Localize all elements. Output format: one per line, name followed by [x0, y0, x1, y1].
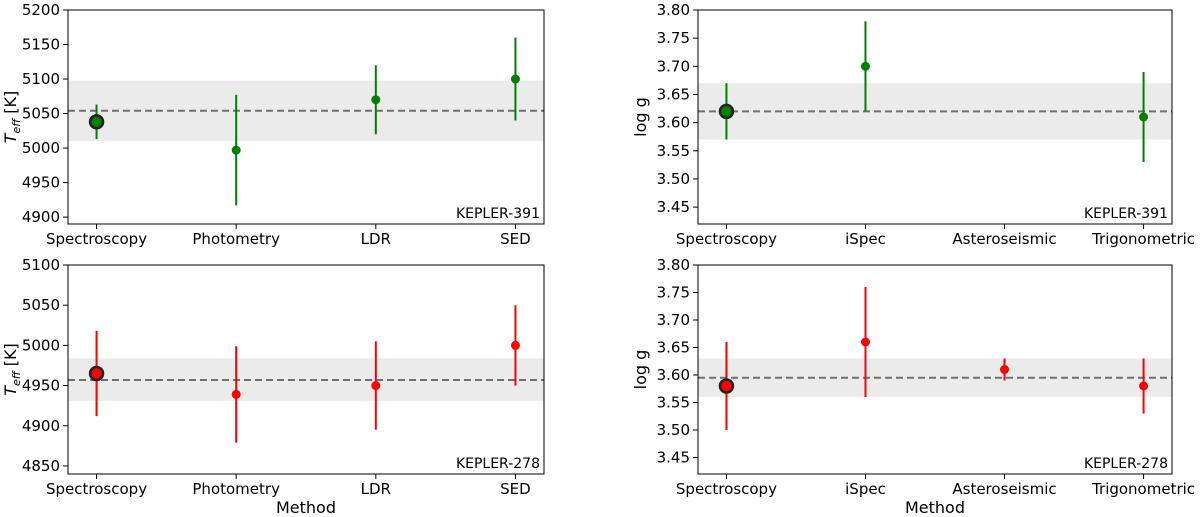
y-axis-label: Teff [K]	[1, 343, 23, 396]
data-point-trigonometric	[1139, 112, 1149, 122]
y-tick-label: 3.45	[657, 449, 690, 467]
y-tick-label: 3.60	[657, 114, 690, 132]
x-tick-label-trigonometric: Trigonometric	[1091, 230, 1195, 248]
data-point-spectroscopy	[718, 378, 735, 394]
y-tick-label: 3.80	[657, 1, 690, 19]
axes-frame	[67, 9, 545, 225]
x-tick-label-photometry: Photometry	[192, 480, 280, 498]
data-point-ispec	[860, 61, 870, 71]
y-tick-label: 3.65	[657, 85, 690, 103]
data-point-asteroseismic	[1000, 365, 1010, 374]
x-tick-label-spectroscopy: Spectroscopy	[46, 230, 147, 248]
x-axis-label: Method	[276, 498, 336, 517]
x-tick-label-asteroseismic: Asteroseismic	[952, 480, 1056, 498]
y-tick-label: 5100	[22, 256, 60, 274]
y-tick-label: 4900	[22, 208, 60, 226]
y-tick-label: 5050	[22, 105, 60, 123]
y-tick-label: 3.50	[657, 170, 690, 188]
y-axis-label: Teff [K]	[1, 91, 23, 144]
y-tick-label: 3.45	[657, 198, 690, 216]
x-tick-label-ldr: LDR	[361, 230, 391, 248]
y-axis-label-unit: [K]	[1, 91, 20, 119]
data-point-ldr	[371, 95, 381, 105]
data-point-ldr	[371, 381, 381, 391]
x-tick-label-spectroscopy: Spectroscopy	[676, 230, 777, 248]
data-point-photometry	[231, 389, 241, 399]
y-axis-label-symbol: T	[1, 385, 20, 396]
x-tick-label-sed: SED	[500, 230, 531, 248]
x-tick-label-trigonometric: Trigonometric	[1091, 480, 1195, 498]
x-tick-label-spectroscopy: Spectroscopy	[676, 480, 777, 498]
panel-top-right: 3.45 3.50 3.55 3.60 3.65 3.70 3.75 3.80 Spectros…	[631, 1, 1195, 248]
axes-frame	[67, 264, 545, 475]
axes-frame	[697, 264, 1173, 475]
panel-top-left: 4900 4950 5000 5050 5100 5150 5200 Spectroscopy…	[1, 1, 545, 248]
data-point-ispec	[860, 337, 870, 347]
y-tick-label: 4900	[22, 417, 60, 435]
axes-frame	[697, 9, 1173, 225]
y-tick-label: 5100	[22, 70, 60, 88]
y-tick-label: 3.50	[657, 421, 690, 439]
y-tick-label: 5200	[22, 1, 60, 19]
y-tick-label: 3.75	[657, 29, 690, 47]
star-label: KEPLER-391	[456, 206, 540, 222]
data-point-spectroscopy	[718, 103, 735, 120]
data-point-trigonometric	[1139, 381, 1149, 391]
star-label: KEPLER-391	[1084, 206, 1168, 222]
y-tick-label: 3.65	[657, 339, 690, 357]
y-tick-label: 3.55	[657, 142, 690, 160]
x-tick-label-asteroseismic: Asteroseismic	[952, 230, 1056, 248]
y-tick-label: 5050	[22, 296, 60, 314]
x-tick-label-photometry: Photometry	[192, 230, 280, 248]
x-axis-label: Method	[905, 498, 965, 517]
y-axis-label-unit: [K]	[1, 343, 20, 371]
x-tick-label-spectroscopy: Spectroscopy	[46, 480, 147, 498]
y-axis-label-subscript: eff	[10, 370, 23, 386]
y-tick-label: 5000	[22, 139, 60, 157]
x-tick-label-ldr: LDR	[361, 480, 391, 498]
y-tick-label: 3.55	[657, 394, 690, 412]
y-axis-label: log g	[631, 350, 650, 390]
data-point-sed	[510, 74, 520, 84]
x-tick-label-ispec: iSpec	[845, 480, 886, 498]
y-tick-label: 3.70	[657, 57, 690, 75]
y-tick-label: 4950	[22, 377, 60, 395]
panel-bottom-right: 3.45 3.50 3.55 3.60 3.65 3.70 3.75 3.80 Spectros…	[631, 256, 1195, 517]
y-tick-label: 4850	[22, 457, 60, 475]
y-tick-label: 3.75	[657, 284, 690, 302]
star-label: KEPLER-278	[456, 456, 540, 472]
y-tick-label: 3.60	[657, 366, 690, 384]
y-tick-label: 3.70	[657, 311, 690, 329]
data-point-spectroscopy	[88, 365, 105, 382]
x-tick-label-sed: SED	[500, 480, 531, 498]
star-label: KEPLER-278	[1084, 456, 1168, 472]
y-tick-label: 3.80	[657, 256, 690, 274]
y-tick-label: 5000	[22, 336, 60, 354]
y-axis-label: log g	[631, 97, 650, 137]
panel-bottom-left: 4850 4900 4950 5000 5050 5100 Spectroscopy Phot…	[1, 256, 545, 517]
data-point-photometry	[231, 145, 241, 155]
y-tick-label: 4950	[22, 174, 60, 192]
data-point-spectroscopy	[88, 114, 105, 130]
y-tick-label: 5150	[22, 36, 60, 54]
x-tick-label-ispec: iSpec	[845, 230, 886, 248]
y-axis-label-symbol: T	[1, 132, 20, 143]
y-axis-label-subscript: eff	[10, 118, 23, 134]
data-point-sed	[510, 340, 520, 350]
